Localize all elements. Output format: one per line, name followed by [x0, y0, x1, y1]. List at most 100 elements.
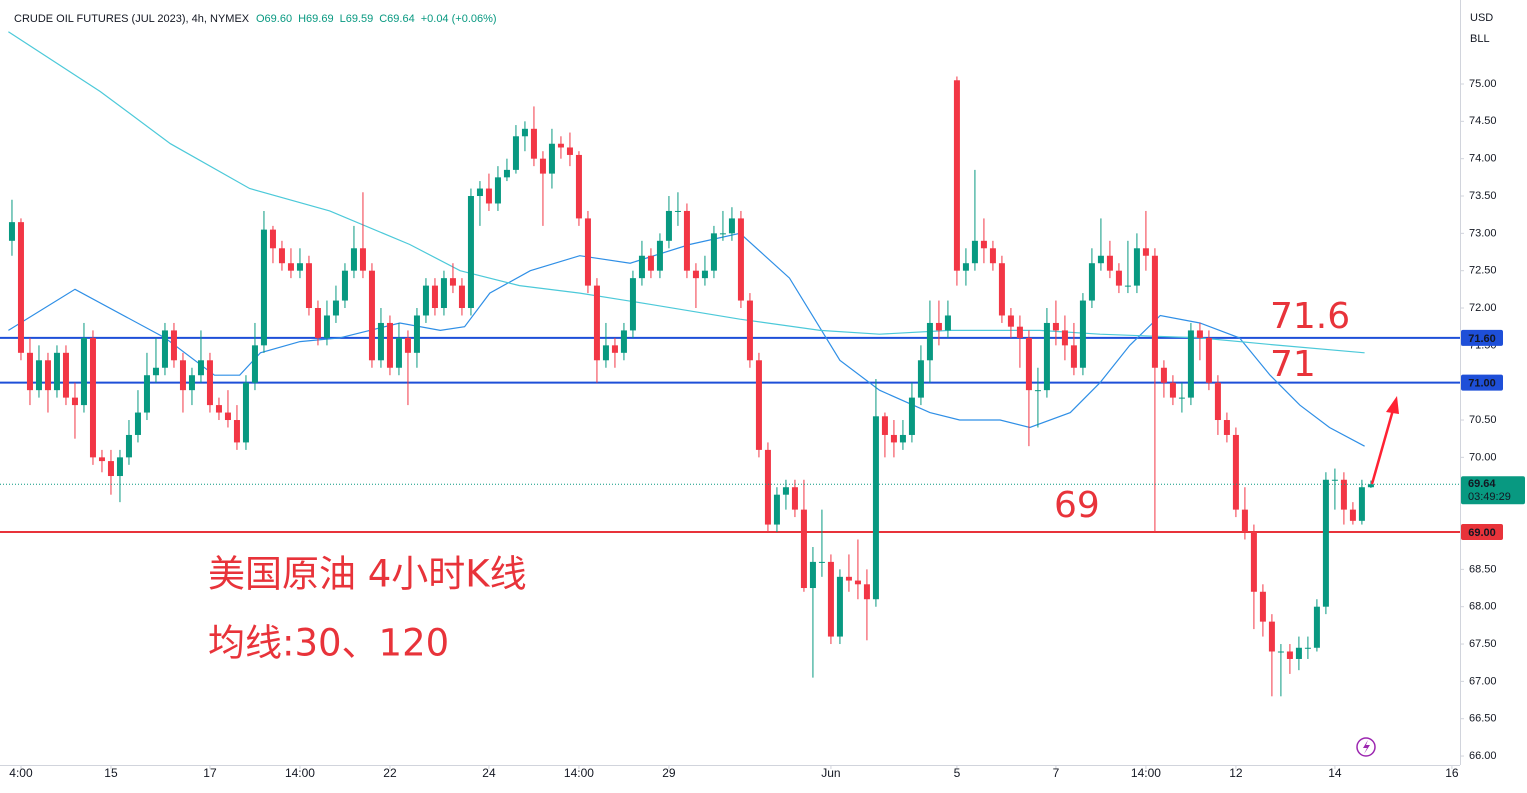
- candle-body: [1232, 434, 1239, 510]
- currency: USD: [1470, 12, 1493, 24]
- x-tick-label: 14:00: [1131, 766, 1161, 780]
- candle: [107, 449, 114, 495]
- candle: [584, 210, 591, 294]
- arrow: [1370, 396, 1399, 485]
- candle-body: [926, 322, 933, 361]
- price-axis-bg: [1460, 0, 1527, 793]
- candle-body: [422, 285, 429, 316]
- candle: [278, 240, 285, 271]
- x-tick-label: 29: [662, 766, 676, 780]
- candle-body: [188, 375, 195, 391]
- candle-body: [1097, 255, 1104, 264]
- candle: [800, 479, 807, 592]
- candle-body: [980, 240, 987, 249]
- candle: [1259, 584, 1266, 637]
- candle-body: [1349, 509, 1356, 521]
- candle: [512, 125, 519, 174]
- candle-body: [476, 188, 483, 197]
- candle: [1043, 308, 1050, 398]
- candle-body: [890, 434, 897, 443]
- candle-body: [935, 322, 942, 331]
- candle-body: [152, 367, 159, 376]
- candle: [809, 546, 816, 678]
- candle: [602, 322, 609, 368]
- candle: [1196, 322, 1203, 361]
- candle: [1187, 322, 1194, 406]
- candle-body: [998, 263, 1005, 316]
- candle: [431, 278, 438, 316]
- alert-icon[interactable]: [1356, 737, 1376, 757]
- candle-body: [1178, 397, 1185, 399]
- candle-body: [845, 576, 852, 581]
- candle: [1142, 210, 1149, 271]
- x-tick-label: 4:00: [9, 766, 33, 780]
- candle-body: [323, 315, 330, 338]
- candle: [719, 210, 726, 241]
- candle-body: [89, 337, 96, 458]
- candle: [1025, 330, 1032, 447]
- candle: [1124, 240, 1131, 294]
- candle: [530, 106, 537, 167]
- candle-body: [1367, 484, 1374, 488]
- candle: [647, 248, 654, 279]
- x-tick-label: 7: [1053, 766, 1060, 780]
- candle-body: [1025, 337, 1032, 391]
- candle: [1151, 248, 1158, 533]
- y-tick-label: 67.00: [1469, 675, 1497, 687]
- candle-body: [62, 352, 69, 398]
- y-tick-label: 70.00: [1469, 451, 1497, 463]
- candle: [980, 218, 987, 264]
- ohlc-value: C69.64: [379, 13, 414, 25]
- candle-body: [746, 300, 753, 361]
- candle-body: [1124, 285, 1131, 287]
- candle-body: [503, 169, 510, 178]
- candle: [1214, 375, 1221, 435]
- candle-body: [485, 188, 492, 204]
- candle: [1016, 315, 1023, 368]
- x-tick-label: 14:00: [564, 766, 594, 780]
- candle: [521, 121, 528, 152]
- candle-body: [530, 128, 537, 159]
- candle: [1331, 468, 1338, 510]
- candle-body: [1214, 382, 1221, 421]
- candle: [728, 207, 735, 241]
- candle: [746, 293, 753, 368]
- candle-body: [1070, 345, 1077, 368]
- candle: [935, 300, 942, 346]
- candle: [1313, 599, 1320, 652]
- candle-body: [602, 345, 609, 361]
- candle-body: [1277, 651, 1284, 653]
- candle-body: [548, 143, 555, 174]
- candle: [1268, 614, 1275, 697]
- candle: [134, 390, 141, 443]
- candle: [755, 352, 762, 458]
- candle-body: [944, 315, 951, 331]
- candle-body: [251, 345, 258, 383]
- candle: [440, 270, 447, 316]
- x-tick-label: 24: [482, 766, 496, 780]
- candle-body: [143, 375, 150, 413]
- candle-body: [26, 352, 33, 391]
- candle: [179, 352, 186, 413]
- candle: [1295, 636, 1302, 671]
- candle-body: [647, 255, 654, 271]
- candle-body: [170, 330, 177, 361]
- candle-body: [494, 177, 501, 204]
- candle-body: [242, 382, 249, 443]
- candle-body: [1169, 382, 1176, 398]
- candle-body: [908, 397, 915, 435]
- candle: [818, 509, 825, 577]
- candle: [368, 263, 375, 368]
- candle: [593, 278, 600, 383]
- candle-body: [458, 285, 465, 309]
- candle: [53, 345, 60, 398]
- candle-body: [341, 270, 348, 301]
- candle: [962, 248, 969, 286]
- candle-body: [1313, 606, 1320, 648]
- level-tag: [1461, 374, 1503, 391]
- candle: [701, 255, 708, 286]
- y-tick-label: 72.00: [1469, 302, 1497, 314]
- candle-body: [449, 278, 456, 286]
- candle-body: [1142, 248, 1149, 256]
- candle-body: [35, 360, 42, 391]
